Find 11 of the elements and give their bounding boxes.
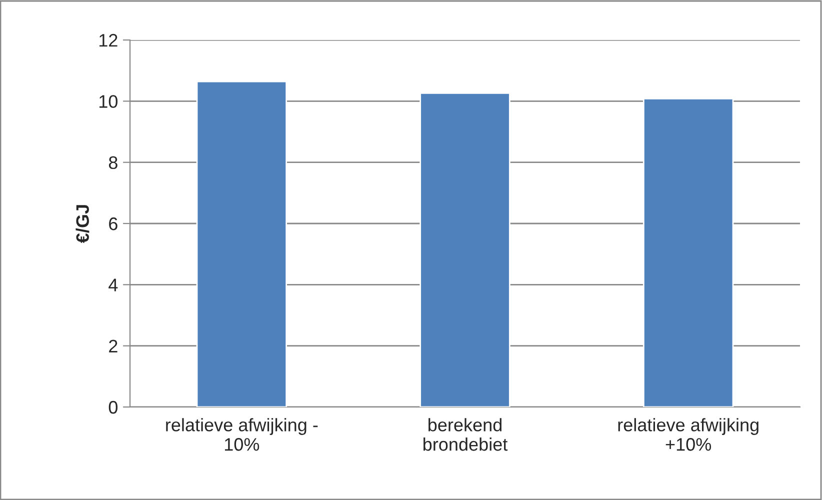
x-tick-label: relatieve afwijking +10% bbox=[618, 418, 758, 451]
y-tick-label: 2 bbox=[109, 340, 118, 352]
x-tick-label: relatieve afwijking - 10% bbox=[166, 418, 318, 451]
y-tick-label: 0 bbox=[108, 400, 118, 414]
y-tick-label: 10 bbox=[99, 95, 118, 108]
x-tick-label: berekend brondebiet bbox=[424, 418, 508, 451]
y-tick-label: 12 bbox=[99, 34, 118, 47]
y-tick-label: 8 bbox=[108, 156, 118, 170]
y-axis-title: €/GJ bbox=[76, 205, 90, 243]
y-tick-label: 4 bbox=[108, 278, 118, 292]
y-tick-label: 6 bbox=[109, 217, 118, 230]
